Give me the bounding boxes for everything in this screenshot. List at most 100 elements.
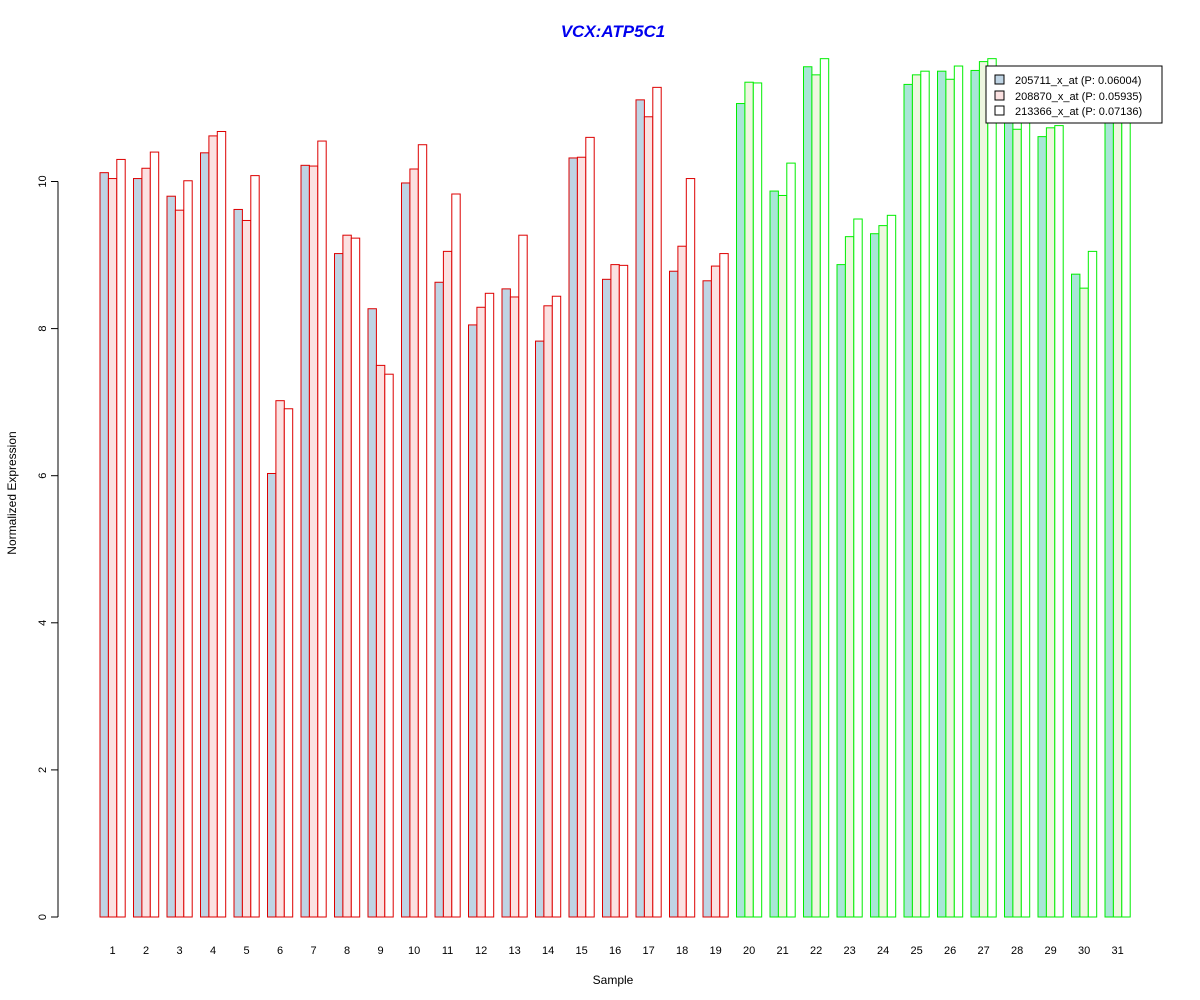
bar-sample-12-series-1	[468, 324, 478, 918]
bar-sample-2-series-1	[133, 178, 143, 918]
legend: 205711_x_at (P: 0.06004) 208870_x_at (P:…	[985, 65, 1163, 124]
bar-sample-23-series-1	[836, 264, 846, 918]
bar-sample-30-series-1	[1071, 273, 1081, 918]
x-tick-label: 21	[776, 945, 788, 957]
bar-sample-23-series-3	[853, 218, 863, 918]
bar-sample-9-series-3	[384, 373, 394, 918]
x-tick-label: 28	[1011, 945, 1023, 957]
bar-sample-13-series-2	[509, 296, 520, 918]
x-tick-label: 1	[110, 945, 116, 957]
y-axis: 0 2 4 6 8 10	[37, 175, 59, 920]
bar-sample-25-series-2	[911, 74, 922, 918]
bar-sample-7-series-1	[300, 164, 310, 918]
x-tick-label: 26	[944, 945, 956, 957]
y-axis-title: Normalized Expression	[5, 431, 19, 554]
bar-sample-10-series-2	[409, 168, 419, 918]
bar-sample-26-series-2	[945, 78, 955, 918]
bar-sample-14-series-1	[535, 340, 545, 918]
bar-sample-24-series-2	[878, 225, 888, 918]
x-tick-label: 23	[843, 945, 855, 957]
bar-sample-15-series-3	[585, 136, 595, 918]
bar-sample-15-series-1	[568, 157, 578, 918]
bar-sample-9-series-2	[375, 364, 386, 918]
x-tick-label: 11	[442, 945, 453, 957]
bar-sample-27-series-2	[978, 61, 989, 918]
bar-sample-28-series-1	[1004, 70, 1014, 918]
bar-sample-4-series-3	[216, 130, 227, 918]
x-tick-label: 19	[709, 945, 721, 957]
x-tick-label: 16	[609, 945, 621, 957]
bar-sample-31-series-1	[1104, 94, 1114, 918]
bar-sample-6-series-1	[267, 472, 277, 918]
x-tick-label: 9	[378, 945, 384, 957]
bar-sample-9-series-1	[367, 308, 377, 918]
bar-sample-13-series-3	[518, 234, 528, 918]
x-tick-label: 10	[408, 945, 420, 957]
bar-sample-19-series-1	[702, 280, 712, 918]
bar-sample-26-series-3	[953, 65, 964, 918]
bar-sample-4-series-1	[200, 152, 210, 918]
bar-sample-11-series-3	[451, 193, 461, 918]
x-axis-title: Sample	[593, 973, 634, 987]
bar-sample-13-series-1	[501, 288, 511, 918]
bar-sample-28-series-2	[1012, 128, 1022, 918]
bar-sample-30-series-3	[1087, 250, 1098, 918]
bar-sample-31-series-3	[1121, 78, 1131, 918]
x-tick-label: 13	[508, 945, 520, 957]
chart-title: VCX:ATP5C1	[561, 22, 666, 41]
bar-sample-21-series-2	[777, 194, 788, 918]
x-tick-label: 15	[575, 945, 587, 957]
bar-sample-21-series-3	[786, 162, 796, 918]
bar-sample-29-series-2	[1045, 127, 1056, 918]
x-tick-label: 18	[676, 945, 688, 957]
y-tick-label: 8	[37, 326, 49, 332]
bar-sample-3-series-1	[166, 195, 176, 918]
bar-sample-10-series-1	[401, 182, 411, 918]
bar-sample-18-series-1	[669, 270, 679, 918]
bar-sample-12-series-2	[476, 306, 486, 918]
legend-swatch-2	[994, 90, 1005, 101]
y-tick-label: 10	[37, 175, 49, 187]
legend-label-3: 213366_x_at (P: 0.07136)	[1015, 106, 1142, 118]
bar-sample-29-series-3	[1054, 125, 1064, 918]
bar-sample-23-series-2	[844, 236, 855, 918]
bar-sample-10-series-3	[417, 144, 428, 918]
x-tick-label: 6	[277, 945, 283, 957]
bar-sample-8-series-2	[342, 234, 352, 918]
y-tick-label: 2	[37, 767, 49, 773]
bar-sample-3-series-3	[183, 180, 193, 918]
x-tick-label: 17	[642, 945, 654, 957]
y-tick-label: 4	[37, 620, 49, 626]
x-tick-label: 8	[344, 945, 350, 957]
bar-sample-14-series-2	[543, 305, 553, 918]
bar-sample-3-series-2	[174, 209, 185, 918]
y-tick-label: 6	[37, 473, 49, 479]
x-tick-label: 30	[1078, 945, 1090, 957]
x-tick-label: 14	[542, 945, 554, 957]
bar-sample-22-series-2	[811, 74, 821, 918]
x-tick-label: 27	[977, 945, 989, 957]
x-tick-label: 22	[810, 945, 822, 957]
bar-sample-5-series-1	[233, 208, 243, 918]
bar-sample-7-series-2	[308, 165, 319, 918]
bar-sample-29-series-1	[1037, 136, 1047, 918]
bar-sample-18-series-3	[685, 178, 696, 918]
bar-sample-20-series-2	[744, 81, 754, 918]
bar-sample-15-series-2	[576, 156, 587, 918]
bar-sample-2-series-3	[149, 151, 160, 918]
legend-swatch-3	[994, 105, 1005, 116]
bar-sample-17-series-1	[635, 99, 645, 918]
bar-sample-7-series-3	[317, 140, 327, 918]
legend-box	[985, 65, 1163, 124]
bar-sample-22-series-1	[803, 66, 813, 918]
y-tick-label: 0	[37, 914, 49, 920]
bar-sample-25-series-1	[903, 83, 913, 918]
bar-sample-28-series-3	[1020, 85, 1031, 918]
bar-sample-22-series-3	[819, 58, 830, 918]
bar-sample-27-series-3	[987, 58, 997, 918]
x-tick-label: 24	[877, 945, 889, 957]
x-tick-label: 5	[244, 945, 250, 957]
x-tick-label: 12	[475, 945, 487, 957]
x-tick-label: 3	[177, 945, 183, 957]
bar-sample-25-series-3	[920, 70, 930, 918]
